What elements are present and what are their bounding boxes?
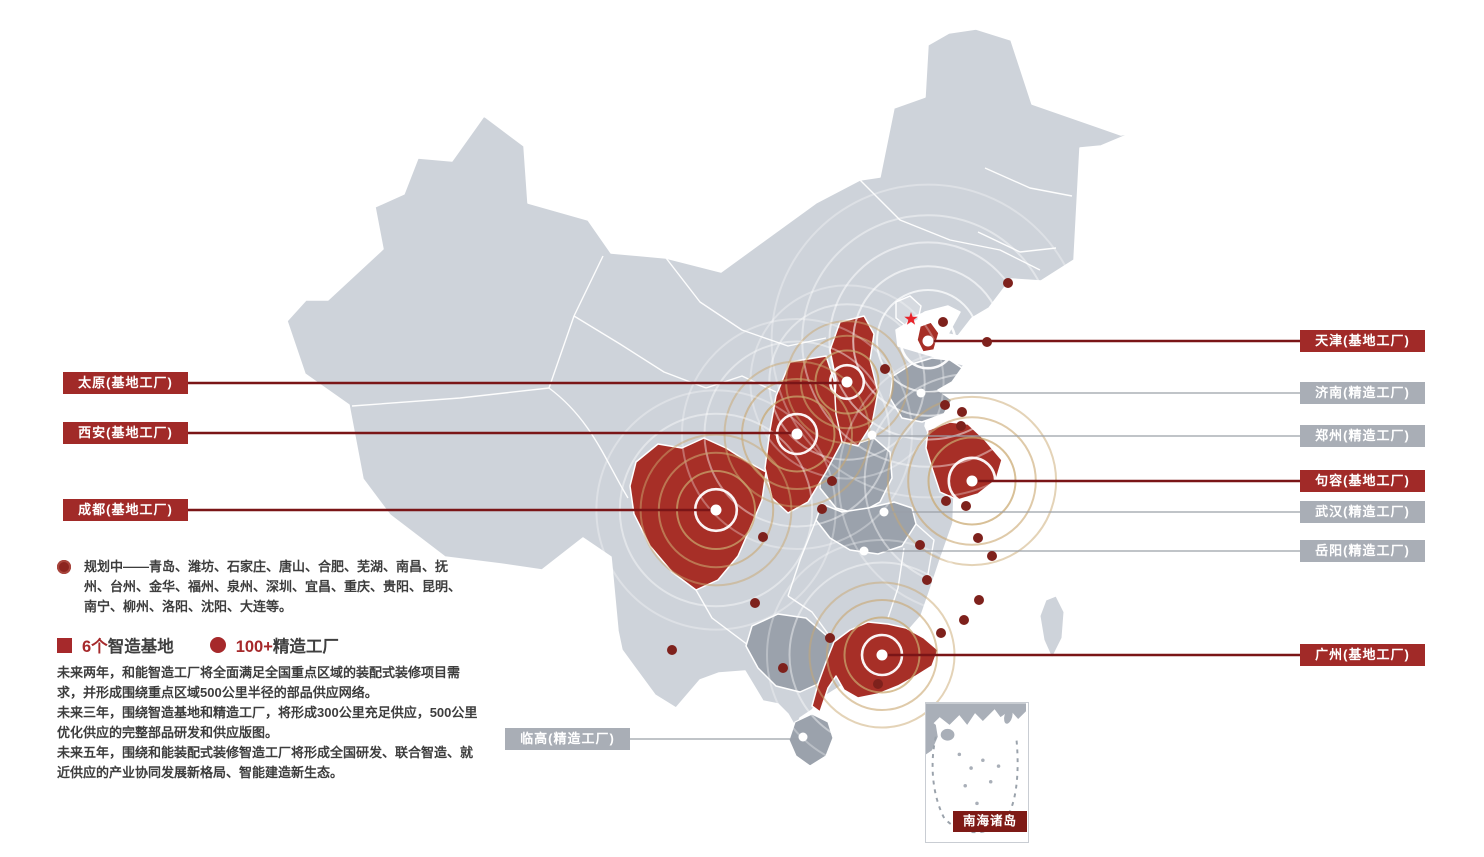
label-wuhan-precision-factory: 武汉(精造工厂) (1300, 501, 1425, 523)
label-zhengzhou-precision-factory: 郑州(精造工厂) (1300, 425, 1425, 447)
nine-dash-line (931, 736, 1019, 834)
inset-taiwan (1004, 708, 1013, 724)
province-shaanxi (764, 355, 843, 514)
label-jinan-precision-factory: 济南(精造工厂) (1300, 382, 1425, 404)
label-taiyuan-base-factory: 太原(基地工厂) (63, 372, 188, 394)
label-jurong-base-factory: 句容(基地工厂) (1300, 470, 1425, 492)
hainan-island (788, 713, 834, 767)
beijing-capital-star-icon (904, 312, 918, 325)
taiwan-island (1039, 595, 1065, 660)
label-chengdu-base-factory: 成都(基地工厂) (63, 499, 188, 521)
precision-factory-legend-text: 100+精造工厂 (235, 638, 339, 656)
label-guangzhou-base-factory: 广州(基地工厂) (1300, 644, 1425, 666)
planned-cities-note: 规划中——青岛、潍坊、石家庄、唐山、合肥、芜湖、南昌、抚州、台州、金华、福州、泉… (57, 557, 465, 617)
south-china-sea-label: 南海诸岛 (953, 811, 1027, 832)
smart-base-legend-icon (57, 637, 72, 653)
province-hubei (815, 501, 917, 555)
map-legend: 6个智造基地 100+精造工厂 (57, 633, 339, 657)
inset-hainan (940, 728, 955, 741)
province-guangdong (811, 621, 939, 713)
planned-cities-text: 规划中——青岛、潍坊、石家庄、唐山、合肥、芜湖、南昌、抚州、台州、金华、福州、泉… (84, 559, 462, 614)
future-plan-paragraphs: 未来两年，和能智造工厂将全面满足全国重点区域的装配式装修项目需求，并形成围绕重点… (57, 663, 483, 783)
china-mainland (286, 28, 1133, 767)
paragraph-five-year: 未来五年，围绕和能装配式装修智造工厂将形成全国研发、联合智造、就近供应的产业协同… (57, 745, 474, 780)
planned-city-dots (667, 278, 1013, 689)
highlighted-red-provinces (629, 315, 1003, 713)
smart-base-legend-text: 6个智造基地 (82, 638, 174, 656)
label-xian-base-factory: 西安(基地工厂) (63, 422, 188, 444)
south-china-sea-inset-map (926, 703, 1026, 834)
paragraph-two-year: 未来两年，和能智造工厂将全面满足全国重点区域的装配式装修项目需求，并形成围绕重点… (57, 665, 461, 700)
province-borders (351, 167, 1073, 651)
factory-city-dots (710, 335, 978, 742)
label-tianjin-base-factory: 天津(基地工厂) (1300, 330, 1425, 352)
planned-city-legend-icon (57, 560, 71, 574)
label-lingao-precision-factory: 临高(精造工厂) (505, 728, 630, 750)
paragraph-three-year: 未来三年，围绕智造基地和精造工厂，将形成300公里充足供应，500公里优化供应的… (57, 705, 478, 740)
label-yueyang-precision-factory: 岳阳(精造工厂) (1300, 540, 1425, 562)
precision-factory-legend-icon (209, 637, 226, 653)
